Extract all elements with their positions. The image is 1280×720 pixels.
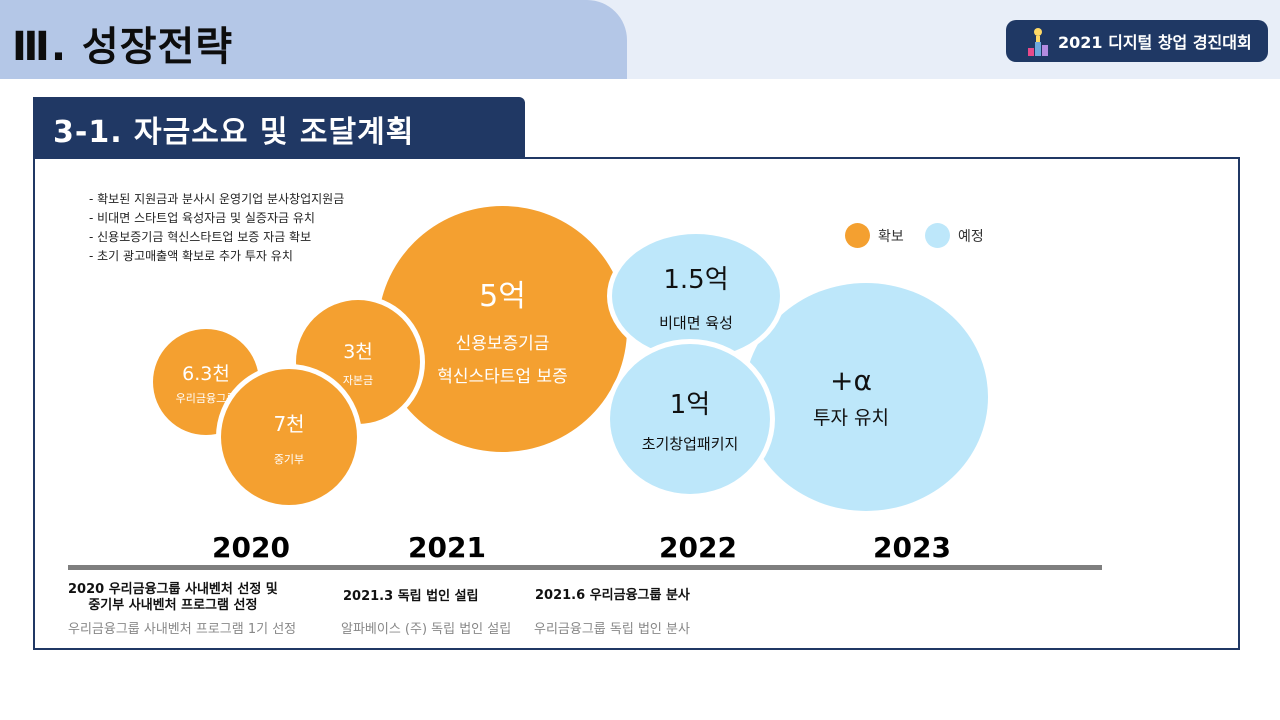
bubble-desc: 우리금융그룹 xyxy=(175,391,237,405)
bubble-amount: 7천 xyxy=(273,411,305,436)
bubble-amount: +α xyxy=(830,364,872,397)
bubble-desc: 초기창업패키지 xyxy=(641,435,739,453)
bubble-kodit: 5억 신용보증기금 혁신스타트업 보증 xyxy=(378,206,627,452)
bubble-amount: 6.3천 xyxy=(182,362,230,385)
bubble-desc: 비대면 육성 xyxy=(659,314,733,332)
bullet-item: - 초기 광고매출액 확보로 추가 투자 유치 xyxy=(89,249,293,263)
bullet-list: - 확보된 지원금과 분사시 운영기업 분사창업지원금 - 비대면 스타트업 육… xyxy=(89,190,344,266)
page-title: Ⅲ. 성장전략 xyxy=(12,24,234,70)
bubble-desc: 신용보증기금 xyxy=(455,334,550,354)
title-tab: Ⅲ. 성장전략 xyxy=(0,0,627,79)
milestone-2021-spinoff-detail: 우리금융그룹 독립 법인 분사 xyxy=(534,622,690,637)
milestone-text: 2020 우리금융그룹 사내벤처 선정 및 xyxy=(68,582,278,597)
funding-plan-panel: - 확보된 지원금과 분사시 운영기업 분사창업지원금 - 비대면 스타트업 육… xyxy=(33,157,1240,650)
bubble-amount: 3천 xyxy=(343,340,373,363)
bubble-amount: 5억 xyxy=(479,279,526,314)
planned-dot-icon xyxy=(925,223,950,248)
year-label: 2021 xyxy=(408,531,486,564)
legend-planned-label: 예정 xyxy=(958,228,984,245)
year-label: 2023 xyxy=(873,531,951,564)
milestone-2020: 2020 우리금융그룹 사내벤처 선정 및 중기부 사내벤처 프로그램 선정 xyxy=(68,582,278,614)
milestone-2020-detail: 우리금융그룹 사내벤처 프로그램 1기 선정 xyxy=(68,622,297,637)
milestone-2021-spinoff: 2021.6 우리금융그룹 분사 xyxy=(535,588,690,603)
bubble-desc: 중기부 xyxy=(273,452,305,466)
year-label: 2022 xyxy=(659,531,737,564)
event-badge: 2021 디지털 창업 경진대회 xyxy=(1006,20,1268,62)
milestone-2021-founding: 2021.3 독립 법인 설립 xyxy=(343,589,479,604)
bullet-item: - 비대면 스타트업 육성자금 및 실증자금 유치 xyxy=(89,211,315,225)
milestone-text: 중기부 사내벤처 프로그램 선정 xyxy=(88,598,258,613)
bullet-item: - 확보된 지원금과 분사시 운영기업 분사창업지원금 xyxy=(89,192,345,206)
bubble-amount: 1억 xyxy=(669,390,711,420)
bubble-desc: 투자 유치 xyxy=(813,407,889,429)
timeline-bar xyxy=(68,565,1102,570)
bubble-ministry: 7천 중기부 xyxy=(221,369,357,505)
event-badge-label: 2021 디지털 창업 경진대회 xyxy=(1058,33,1252,52)
bubble-investment: +α 투자 유치 xyxy=(744,283,988,511)
secured-dot-icon xyxy=(845,223,870,248)
bubble-desc: 자본금 xyxy=(342,373,374,387)
section-tab: 3-1. 자금소요 및 조달계획 xyxy=(33,97,525,157)
bullet-item: - 신용보증기금 혁신스타트업 보증 자금 확보 xyxy=(89,230,312,244)
legend-secured: 확보 xyxy=(845,223,904,248)
bubble-untact: 1.5억 비대면 육성 xyxy=(612,234,780,358)
legend-planned: 예정 xyxy=(925,223,984,248)
year-label: 2020 xyxy=(212,531,290,564)
section-title: 3-1. 자금소요 및 조달계획 xyxy=(53,115,415,150)
bubble-package: 1억 초기창업패키지 xyxy=(610,344,770,494)
legend-secured-label: 확보 xyxy=(878,228,904,245)
trophy-figure-icon xyxy=(1028,28,1048,56)
milestone-2021-founding-detail: 알파베이스 (주) 독립 법인 설립 xyxy=(341,622,512,637)
bubble-desc: 혁신스타트업 보증 xyxy=(437,367,568,387)
bubble-amount: 1.5억 xyxy=(663,265,729,295)
